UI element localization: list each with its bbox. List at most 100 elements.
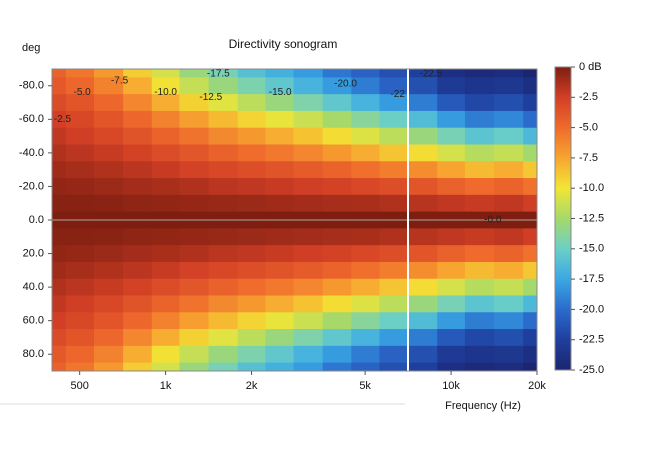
heat-cell xyxy=(464,228,495,246)
heat-cell xyxy=(237,194,266,213)
heat-cell xyxy=(464,77,495,95)
heat-cell xyxy=(494,295,524,313)
heat-cell xyxy=(237,345,266,364)
heat-cell xyxy=(351,295,380,313)
heat-cell xyxy=(65,127,95,145)
heat-cell xyxy=(93,228,124,246)
heat-cell xyxy=(93,110,124,129)
heat-cell xyxy=(52,261,67,280)
heat-cell xyxy=(494,127,524,145)
heat-cell xyxy=(379,161,410,179)
contour-label: -0.0 xyxy=(484,215,502,226)
heat-cell xyxy=(322,94,352,112)
heat-cell xyxy=(523,261,538,280)
contour-label: -7.5 xyxy=(111,75,129,86)
heat-cell xyxy=(464,345,495,364)
heat-cell xyxy=(322,261,352,280)
heat-cell xyxy=(151,362,180,372)
heat-cell xyxy=(265,69,295,78)
chart-title: Directivity sonogram xyxy=(229,37,338,51)
heat-cell xyxy=(93,178,124,196)
heat-cell xyxy=(179,345,210,364)
heat-cell xyxy=(179,144,210,162)
heat-cell xyxy=(52,278,67,296)
heat-cell xyxy=(293,362,324,372)
heat-cell xyxy=(65,77,95,95)
heat-cell xyxy=(208,362,239,372)
heat-cell xyxy=(408,345,438,364)
heat-cell xyxy=(93,295,124,313)
heat-cell xyxy=(322,77,352,95)
heat-cell xyxy=(237,362,266,372)
heat-cell xyxy=(408,329,438,347)
heat-cell xyxy=(65,362,95,372)
heat-cell xyxy=(523,278,538,296)
heat-cell xyxy=(123,278,153,296)
heat-cell xyxy=(208,77,239,95)
heat-cell xyxy=(379,278,410,296)
heat-cell xyxy=(265,110,295,129)
heat-cell xyxy=(494,110,524,129)
heat-cell xyxy=(322,178,352,196)
heat-cell xyxy=(464,127,495,145)
colorbar-tick-label: -17.5 xyxy=(579,273,604,285)
heat-cell xyxy=(179,161,210,179)
heat-cell xyxy=(179,295,210,313)
heat-cell xyxy=(52,329,67,347)
heat-cell xyxy=(265,178,295,196)
colorbar-tick-label: -22.5 xyxy=(579,334,604,346)
heat-cell xyxy=(322,144,352,162)
heat-cell xyxy=(93,261,124,280)
heat-cell xyxy=(52,194,67,213)
heat-cell xyxy=(494,194,524,213)
heat-cell xyxy=(265,94,295,112)
heat-cell xyxy=(293,127,324,145)
heat-cell xyxy=(208,345,239,364)
heat-cell xyxy=(123,94,153,112)
heat-cell xyxy=(322,245,352,263)
heat-cell xyxy=(293,178,324,196)
heat-cell xyxy=(408,178,438,196)
heat-cell xyxy=(408,69,438,78)
heat-cell xyxy=(123,362,153,372)
heat-cell xyxy=(151,278,180,296)
heat-cell xyxy=(179,329,210,347)
y-tick-label: 60.0 xyxy=(23,315,44,327)
heat-cell xyxy=(237,245,266,263)
heat-cell xyxy=(52,295,67,313)
heat-cell xyxy=(494,362,524,372)
heat-cell xyxy=(237,110,266,129)
heat-cell xyxy=(93,345,124,364)
heat-cell xyxy=(93,144,124,162)
heat-cell xyxy=(93,161,124,179)
heat-cell xyxy=(464,144,495,162)
heat-cell xyxy=(437,178,466,196)
heat-cell xyxy=(293,345,324,364)
heat-cell xyxy=(65,329,95,347)
heat-cell xyxy=(322,329,352,347)
heat-cell xyxy=(151,110,180,129)
heat-cell xyxy=(494,178,524,196)
heat-cell xyxy=(265,345,295,364)
heat-cell xyxy=(151,127,180,145)
heat-cell xyxy=(151,245,180,263)
heat-cell xyxy=(351,329,380,347)
heat-cell xyxy=(523,194,538,213)
heat-cell xyxy=(293,228,324,246)
heat-cell xyxy=(523,312,538,330)
heat-cell xyxy=(464,278,495,296)
heat-cell xyxy=(237,127,266,145)
heat-cell xyxy=(237,312,266,330)
colorbar-tick-label: -15.0 xyxy=(579,243,604,255)
heat-cell xyxy=(437,77,466,95)
heat-cell xyxy=(123,245,153,263)
heat-cell xyxy=(293,312,324,330)
heat-cell xyxy=(293,194,324,213)
heat-cell xyxy=(464,69,495,78)
heat-cell xyxy=(293,77,324,95)
heat-cell xyxy=(151,228,180,246)
heat-cell xyxy=(437,245,466,263)
heat-cell xyxy=(151,144,180,162)
heat-cell xyxy=(123,228,153,246)
heat-cell xyxy=(52,178,67,196)
